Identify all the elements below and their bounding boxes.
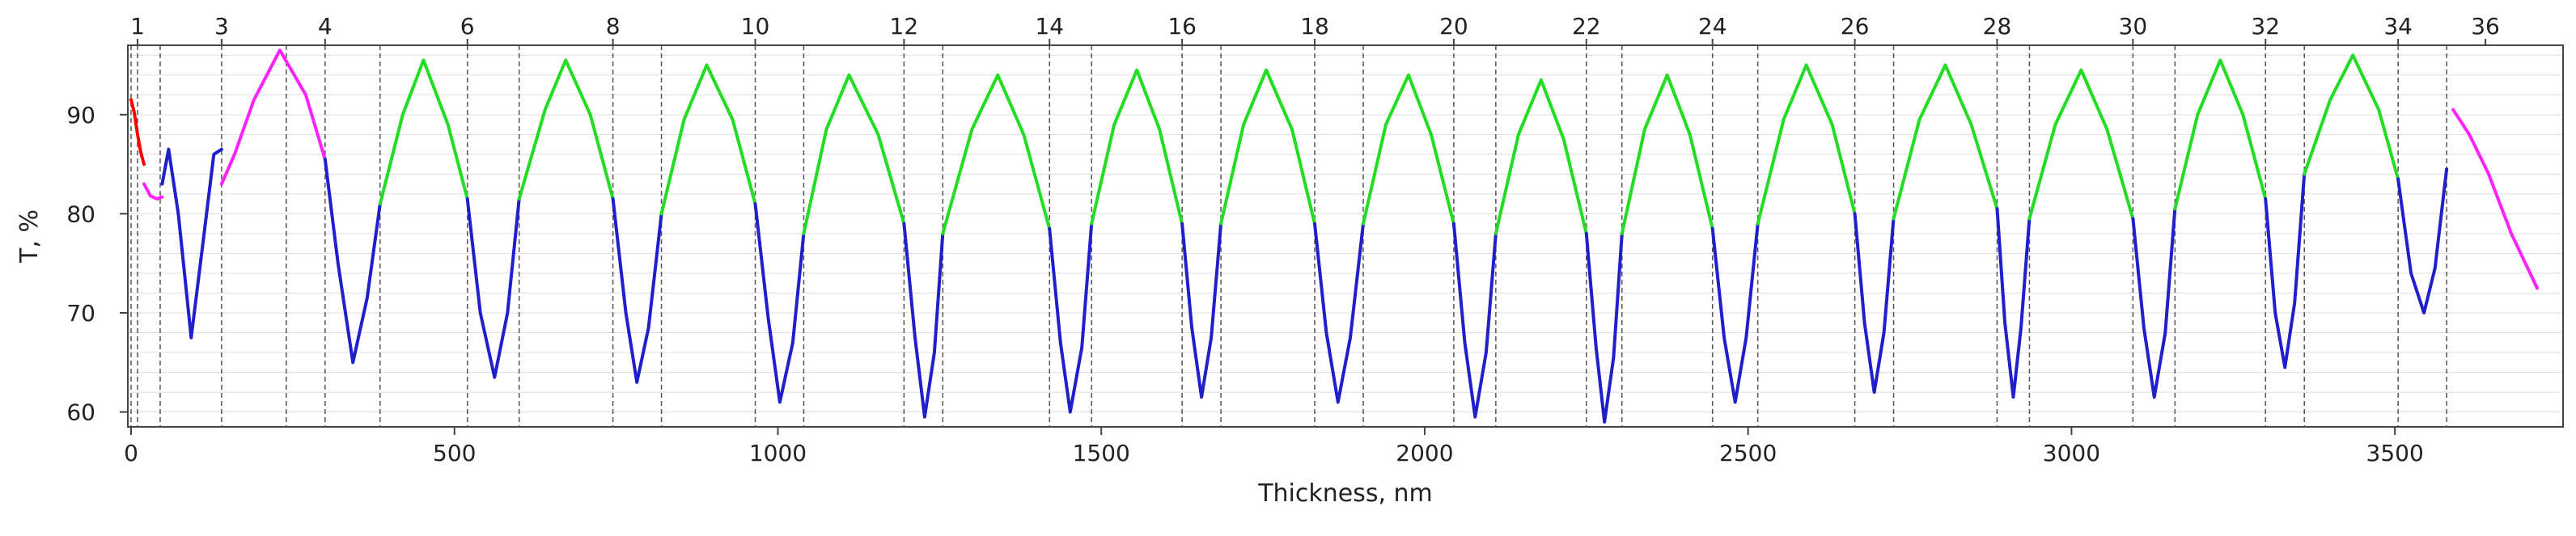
x-tick-label: 1500 (1073, 440, 1130, 466)
series-line-blue (465, 197, 521, 379)
plot-frame (127, 44, 2564, 428)
layer-number-label: 10 (741, 13, 770, 40)
series-line-green (1362, 73, 1455, 226)
layer-number-label: 4 (318, 13, 333, 40)
series-line-green (659, 63, 757, 216)
series-line-green (378, 58, 469, 206)
layer-number-label: 28 (1983, 13, 2012, 40)
layer-number-label: 22 (1572, 13, 1601, 40)
series-line-green (1756, 63, 1857, 226)
y-axis-title: T, % (15, 209, 44, 264)
layer-number-label: 3 (214, 13, 229, 40)
x-axis-title: Thickness, nm (1257, 479, 1433, 508)
series-line-green (2303, 53, 2400, 181)
y-tick-label: 60 (66, 399, 95, 426)
series-line-green (2173, 58, 2268, 211)
layer-number-label: 16 (1167, 13, 1197, 40)
series-line-blue (1584, 231, 1624, 424)
series-line-blue (1048, 222, 1094, 414)
y-tick-label: 90 (66, 102, 95, 129)
y-tick-label: 70 (66, 300, 95, 327)
series-line-green (1892, 63, 1999, 221)
series-line-magenta (219, 49, 327, 186)
series-line-magenta (2451, 108, 2539, 290)
layer-number-label: 20 (1439, 13, 1468, 40)
series-line-blue (753, 202, 806, 404)
layer-number-label: 1 (130, 13, 145, 40)
layer-number-label: 18 (1300, 13, 1329, 40)
series-line-blue (1180, 222, 1223, 399)
x-tick-label: 2500 (1719, 440, 1777, 466)
series-line-blue (1313, 222, 1365, 404)
series-line-green (802, 73, 906, 235)
series-line-blue (2131, 207, 2177, 399)
layer-number-label: 12 (890, 13, 919, 40)
layer-number-label: 8 (606, 13, 621, 40)
x-tick-label: 0 (124, 440, 138, 466)
grid (128, 54, 2563, 413)
series-line-green (1219, 68, 1316, 226)
layer-number-label: 36 (2471, 13, 2500, 40)
series-line-green (1493, 78, 1588, 235)
series-line-blue (2396, 167, 2449, 314)
y-tick-label: 80 (66, 200, 95, 227)
layer-number-label: 26 (1841, 13, 1870, 40)
series-line-green (1090, 68, 1184, 226)
layer-number-label: 34 (2383, 13, 2413, 40)
series-line-green (2027, 68, 2135, 221)
series-line-blue (323, 158, 382, 365)
series-line-blue (1710, 222, 1760, 404)
layer-number-label: 6 (460, 13, 475, 40)
series-line-blue (160, 147, 223, 340)
series-line-green (941, 73, 1052, 235)
layer-boundaries (130, 45, 2447, 427)
layer-number-label: 24 (1698, 13, 1727, 40)
x-tick-label: 1000 (749, 440, 807, 466)
x-tick-label: 3500 (2366, 440, 2424, 466)
x-tick-label: 2000 (1396, 440, 1453, 466)
x-tick-label: 3000 (2043, 440, 2100, 466)
y-axis: 60 70 80 90 (66, 102, 128, 426)
series-line-blue (1451, 222, 1498, 419)
layer-number-label: 14 (1035, 13, 1064, 40)
series-line-blue (902, 222, 945, 419)
series-line-magenta (142, 182, 164, 200)
layer-number-label: 32 (2251, 13, 2280, 40)
series-line-blue (1995, 207, 2032, 399)
series-line-blue (1853, 212, 1896, 395)
series-line-green (1620, 73, 1714, 235)
series-line-green (517, 58, 615, 200)
layer-number-axis: 1 3 4 6 8 10 12 14 16 18 20 22 24 26 28 30 32 34 36 (130, 13, 2500, 45)
series-line-blue (2264, 172, 2307, 369)
data-series (129, 49, 2539, 424)
series-line-red (129, 98, 146, 167)
x-axis: 0 500 1000 1500 2000 2500 3000 3500 (124, 427, 2424, 466)
series-line-blue (611, 197, 663, 384)
x-tick-label: 500 (433, 440, 476, 466)
layer-number-label: 30 (2119, 13, 2148, 40)
